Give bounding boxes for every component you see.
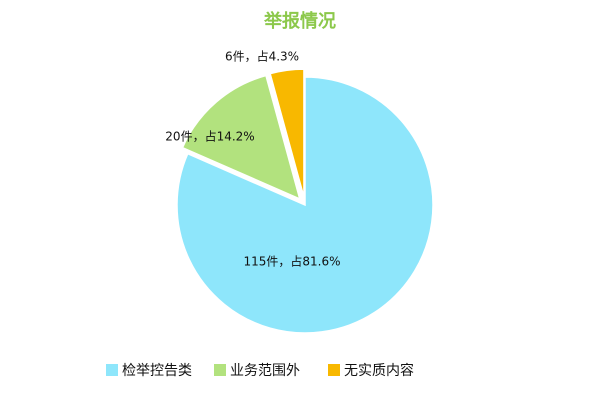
legend-label: 检举控告类 bbox=[122, 363, 192, 379]
legend-label: 无实质内容 bbox=[344, 362, 414, 379]
data-label: 20件，占14.2% bbox=[165, 129, 254, 144]
pie-slice bbox=[269, 68, 305, 198]
legend-label: 业务范围外 bbox=[230, 362, 300, 379]
pie-slice bbox=[181, 74, 301, 201]
legend-swatch bbox=[214, 364, 226, 376]
data-label: 6件，占4.3% bbox=[225, 49, 299, 64]
legend-swatch bbox=[328, 364, 340, 376]
pie-slice bbox=[176, 76, 434, 334]
chart-title: 举报情况 bbox=[263, 10, 336, 32]
data-label: 115件，占81.6% bbox=[243, 254, 340, 269]
legend-swatch bbox=[106, 364, 118, 376]
